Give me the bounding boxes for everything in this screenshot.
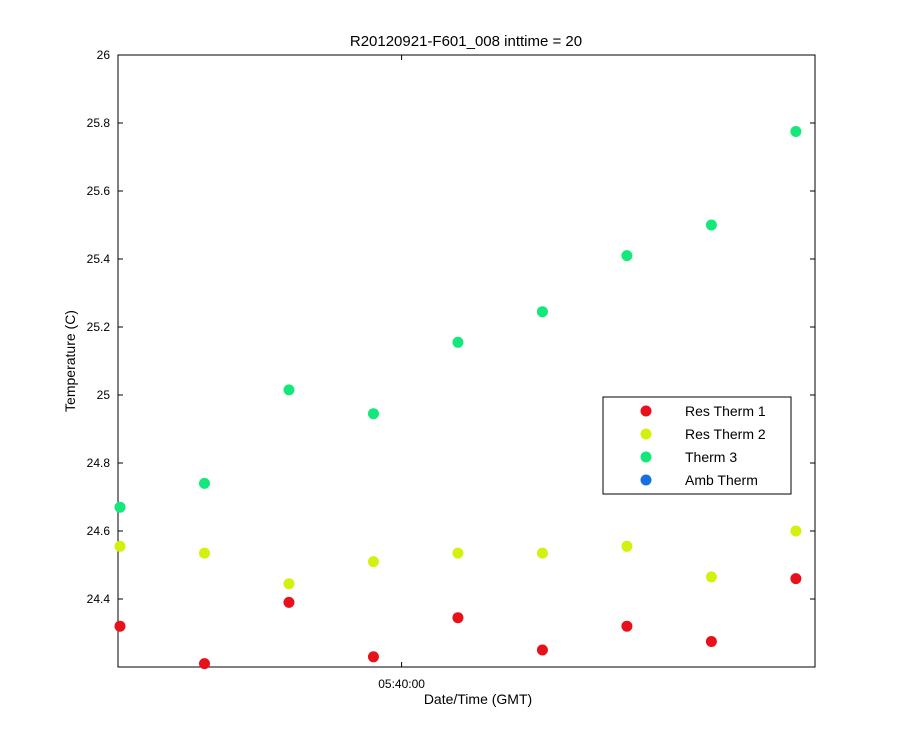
legend: Res Therm 1 Res Therm 2 Therm 3 Amb Therm: [602, 396, 792, 495]
data-point-series-2: [367, 556, 379, 568]
legend-entry: Therm 3: [685, 449, 737, 465]
legend-marker: [640, 474, 652, 486]
chart-title: R20120921-F601_008 inttime = 20: [350, 33, 582, 50]
y-tick-label: 26: [97, 48, 111, 62]
data-point-series-2: [621, 540, 633, 552]
data-points: [114, 126, 802, 670]
legend-entry: Res Therm 1: [685, 403, 766, 419]
data-point-series-2: [198, 547, 210, 559]
y-tick-label: 24.4: [87, 592, 111, 606]
data-point-series-3: [790, 126, 802, 137]
y-axis-label: Temperature (C): [62, 310, 78, 412]
data-point-series-2: [114, 540, 126, 552]
data-point-series-1: [452, 612, 464, 624]
legend-box: [602, 396, 792, 495]
data-point-series-1: [705, 636, 717, 647]
legend-marker: [640, 451, 652, 463]
data-point-series-1: [198, 658, 210, 670]
data-point-series-1: [367, 651, 379, 663]
data-point-series-3: [621, 250, 633, 262]
data-point-series-3: [536, 306, 548, 318]
x-tick-label: 05:40:00: [378, 677, 425, 691]
y-tick-label: 25: [97, 388, 111, 402]
plot-area: [117, 54, 816, 668]
data-point-series-1: [536, 644, 548, 656]
y-tick-label: 25.6: [87, 184, 111, 198]
data-point-series-2: [705, 571, 717, 583]
y-tick-label: 24.8: [87, 456, 111, 470]
data-point-series-2: [536, 547, 548, 559]
data-point-series-2: [452, 547, 464, 559]
data-point-series-3: [114, 501, 126, 513]
y-axis: 24.4 24.6 24.8 25 25.2 25.4 25.6 25.8 26: [87, 48, 815, 606]
legend-entry: Res Therm 2: [685, 426, 766, 442]
data-point-series-1: [114, 620, 126, 632]
data-point-series-1: [790, 573, 802, 585]
y-tick-label: 25.4: [87, 252, 111, 266]
data-point-series-3: [367, 408, 379, 420]
data-point-series-2: [790, 525, 802, 537]
data-point-series-1: [283, 596, 295, 608]
data-point-series-3: [705, 219, 717, 231]
legend-marker: [640, 428, 652, 440]
x-axis: 05:40:00: [378, 55, 425, 691]
y-tick-label: 24.6: [87, 524, 111, 538]
data-point-series-3: [452, 336, 464, 348]
x-axis-label: Date/Time (GMT): [424, 691, 532, 707]
data-point-series-3: [283, 384, 295, 396]
data-point-series-1: [621, 620, 633, 632]
y-tick-label: 25.2: [87, 320, 111, 334]
y-tick-label: 25.8: [87, 116, 111, 130]
data-point-series-3: [198, 477, 210, 489]
legend-marker: [640, 405, 652, 417]
legend-entry: Amb Therm: [685, 472, 758, 488]
data-point-series-2: [283, 578, 295, 590]
